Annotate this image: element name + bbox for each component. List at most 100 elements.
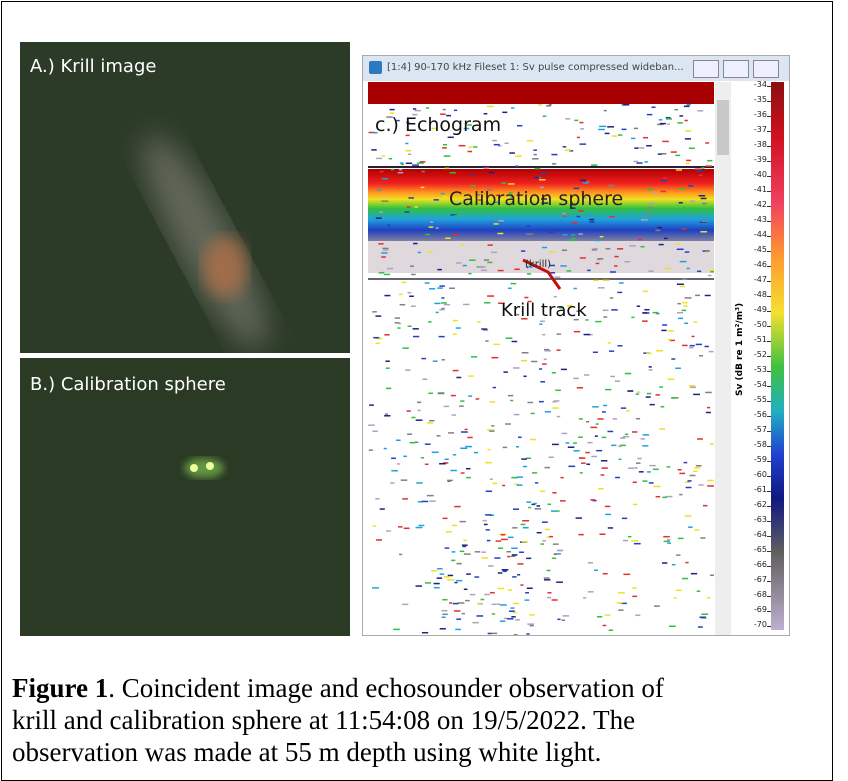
echo-speck: [487, 540, 491, 542]
echo-speck: [662, 497, 666, 499]
echo-speck: [551, 510, 557, 512]
colorbar-tick-label: -64: [754, 530, 767, 539]
echo-speck: [654, 605, 660, 607]
echo-speck: [678, 469, 682, 471]
echo-speck: [611, 309, 618, 311]
echo-speck: [552, 407, 558, 409]
echo-speck: [385, 360, 389, 362]
colorbar-tick: [767, 116, 771, 117]
echo-speck: [434, 303, 440, 305]
echo-speck: [661, 153, 667, 155]
echo-speck: [704, 346, 708, 348]
echo-speck: [557, 619, 560, 621]
echo-speck: [641, 438, 645, 440]
echo-speck: [573, 442, 577, 444]
colorbar-tick-label: -47: [754, 275, 767, 284]
echo-speck: [562, 249, 567, 251]
echo-speck: [489, 172, 495, 174]
echo-speck: [391, 169, 394, 171]
echo-speck: [705, 295, 711, 297]
echo-speck: [506, 551, 511, 553]
echo-speck: [411, 305, 416, 307]
echo-speck: [449, 602, 452, 604]
echo-speck: [697, 438, 703, 440]
echo-speck: [586, 181, 590, 183]
panel-a-label: A.) Krill image: [30, 56, 156, 77]
colorbar-tick-label: -36: [754, 110, 767, 119]
echo-speck: [395, 317, 400, 319]
echo-speck: [375, 315, 381, 317]
echo-speck: [417, 162, 424, 164]
echo-speck: [614, 265, 617, 267]
minimize-button[interactable]: [693, 60, 719, 78]
echo-speck: [664, 268, 671, 270]
echo-speck: [483, 520, 487, 522]
echo-speck: [497, 603, 500, 605]
echo-speck: [511, 556, 516, 558]
maximize-button[interactable]: [723, 60, 749, 78]
echo-speck: [637, 391, 641, 393]
echo-speck: [598, 129, 605, 131]
echo-speck: [379, 171, 384, 173]
scrollbar[interactable]: [715, 82, 731, 636]
echo-speck: [523, 527, 529, 529]
echo-speck: [605, 389, 611, 391]
echo-speck: [662, 562, 667, 564]
scroll-thumb[interactable]: [717, 100, 729, 155]
echo-speck: [399, 294, 403, 296]
echo-speck: [560, 265, 566, 267]
echo-speck: [573, 288, 576, 290]
echo-speck: [408, 325, 412, 327]
echo-speck: [460, 551, 464, 553]
echo-speck: [486, 529, 490, 531]
colorbar-tick-label: -70: [754, 620, 767, 629]
colorbar-tick-label: -67: [754, 575, 767, 584]
echo-speck: [701, 221, 707, 223]
echo-speck: [535, 508, 542, 510]
echo-speck: [501, 539, 508, 541]
colorbar-tick-label: -48: [754, 290, 767, 299]
echo-speck: [494, 557, 500, 559]
echo-speck: [373, 525, 376, 527]
echo-speck: [518, 437, 522, 439]
echo-speck: [430, 221, 433, 223]
echo-speck: [491, 252, 497, 254]
echo-speck: [635, 615, 640, 617]
echo-speck: [402, 282, 407, 284]
echo-speck: [405, 369, 410, 371]
echo-speck: [707, 597, 710, 599]
echo-speck: [603, 316, 607, 318]
echo-speck: [680, 261, 687, 263]
echo-speck: [669, 625, 676, 627]
echo-speck: [416, 419, 423, 421]
echo-speck: [633, 504, 637, 506]
echo-speck: [382, 248, 388, 250]
close-button[interactable]: [753, 60, 779, 78]
echo-speck: [565, 149, 572, 151]
colorbar-tick: [767, 401, 771, 402]
echo-speck: [685, 515, 692, 517]
echo-speck: [511, 283, 517, 285]
colorbar-tick-label: -35: [754, 95, 767, 104]
echo-speck: [574, 120, 578, 122]
echo-speck: [615, 380, 620, 382]
echo-speck: [446, 531, 452, 533]
echo-speck: [656, 394, 660, 396]
echo-speck: [390, 482, 394, 484]
echo-speck: [445, 168, 449, 170]
echo-speck: [466, 477, 471, 479]
echo-speck: [527, 623, 534, 625]
echo-speck: [549, 457, 554, 459]
echogram-window: [1:4] 90-170 kHz Fileset 1: Sv pulse com…: [362, 55, 790, 636]
echo-speck: [425, 582, 431, 584]
echo-speck: [694, 467, 700, 469]
echo-speck: [502, 112, 507, 114]
echo-speck: [427, 495, 434, 497]
echo-speck: [384, 274, 390, 276]
krill-image: [20, 42, 350, 353]
echo-speck: [602, 437, 607, 439]
echo-speck: [378, 243, 383, 245]
echo-speck: [474, 576, 479, 578]
echo-speck: [450, 172, 456, 174]
echo-speck: [390, 109, 395, 111]
